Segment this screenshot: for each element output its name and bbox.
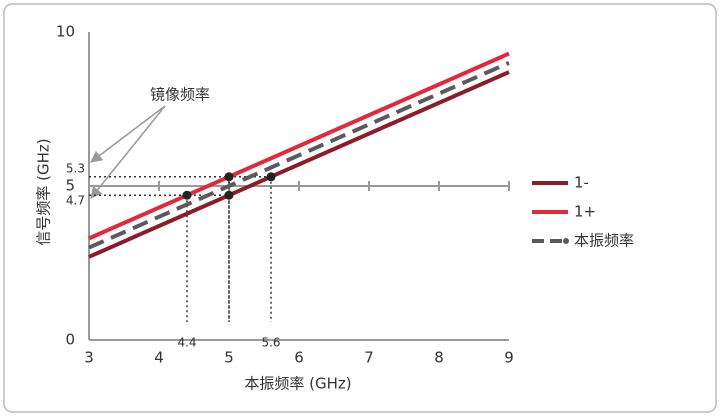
x-tick-label: 9 bbox=[504, 349, 514, 367]
legend-label: 1- bbox=[574, 174, 589, 192]
series-line bbox=[88, 51, 510, 241]
x-tick-label: 3 bbox=[84, 349, 94, 367]
legend-dot bbox=[563, 238, 569, 244]
point bbox=[224, 190, 234, 200]
point bbox=[182, 190, 192, 200]
x-marker-label: 4.4 bbox=[177, 336, 196, 350]
y-marker-label: 5.3 bbox=[66, 161, 85, 175]
frame bbox=[3, 3, 717, 413]
annotation-arrow bbox=[90, 105, 166, 163]
legend-label: 本振频率 bbox=[574, 232, 634, 250]
annotation-arrow bbox=[90, 105, 166, 199]
y-tick-label: 5 bbox=[65, 177, 75, 195]
x-tick-label: 6 bbox=[294, 349, 304, 367]
point bbox=[266, 172, 276, 182]
x-tick-label: 8 bbox=[434, 349, 444, 367]
annotation: 镜像频率 bbox=[150, 86, 210, 104]
x-tick-label: 4 bbox=[154, 349, 164, 367]
y-axis-label: 信号频率 (GHz) bbox=[35, 138, 53, 245]
x-axis-label: 本振频率 (GHz) bbox=[244, 375, 351, 393]
x-marker-label: 5.6 bbox=[261, 336, 280, 350]
legend-label: 1+ bbox=[574, 203, 596, 221]
y-marker-label: 4.7 bbox=[66, 194, 85, 208]
y-tick-label: 0 bbox=[65, 331, 75, 349]
point bbox=[224, 172, 234, 182]
y-tick-label: 10 bbox=[56, 23, 75, 41]
x-tick-label: 5 bbox=[224, 349, 234, 367]
x-tick-label: 7 bbox=[364, 349, 374, 367]
series-line bbox=[88, 60, 510, 250]
series-line bbox=[88, 70, 510, 259]
